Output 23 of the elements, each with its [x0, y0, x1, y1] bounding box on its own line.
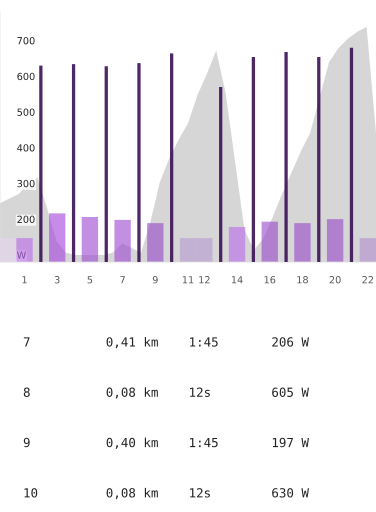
text: 8 0,08 km 12s 605 W: [24, 387, 309, 399]
x-tick-label: 7: [120, 276, 125, 284]
x-tick-label: 5: [88, 276, 92, 284]
y-tick-label: 600: [17, 72, 35, 80]
y-tick-label: 700: [17, 37, 35, 44]
y-tick-label: 300: [17, 180, 35, 188]
x-tick-label: 1: [22, 276, 27, 284]
x-tick-label: 16: [264, 276, 276, 284]
y-tick-label: 500: [17, 108, 35, 116]
text: 10 0,08 km 12s 630 W: [24, 488, 309, 500]
y-tick-label: 200: [17, 216, 35, 223]
x-tick-label: 12: [199, 276, 210, 284]
x-tick-label: 14: [232, 276, 243, 284]
text: 7 0,41 km 1:45 206 W: [24, 336, 309, 348]
y-tick-label: 400: [17, 144, 35, 152]
x-tick-label: 9: [152, 276, 158, 284]
x-tick-label: 11: [182, 276, 194, 284]
x-tick-label: 20: [330, 276, 341, 284]
x-tick-label: 22: [362, 276, 374, 284]
x-tick-label: 18: [297, 276, 308, 284]
text: 9 0,40 km 1:45 197 W: [24, 438, 309, 449]
y-tick-label: W: [16, 251, 26, 259]
x-tick-label: 3: [54, 276, 60, 284]
